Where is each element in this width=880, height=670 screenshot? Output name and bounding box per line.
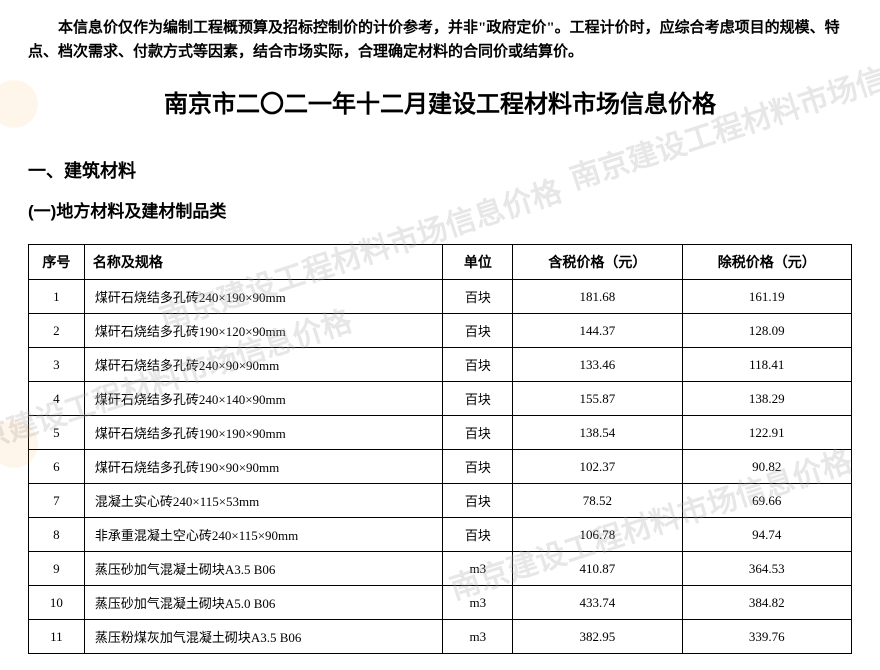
- table-cell: 138.54: [513, 416, 682, 450]
- table-cell: 百块: [443, 518, 513, 552]
- table-row: 9蒸压砂加气混凝土砌块A3.5 B06m3410.87364.53: [29, 552, 852, 586]
- table-header-row: 序号 名称及规格 单位 含税价格（元） 除税价格（元）: [29, 245, 852, 280]
- table-cell: 1: [29, 280, 85, 314]
- disclaimer-text: 本信息价仅作为编制工程概预算及招标控制价的计价参考，并非"政府定价"。工程计价时…: [28, 16, 852, 64]
- table-cell: 7: [29, 484, 85, 518]
- table-row: 3煤矸石烧结多孔砖240×90×90mm百块133.46118.41: [29, 348, 852, 382]
- table-row: 2煤矸石烧结多孔砖190×120×90mm百块144.37128.09: [29, 314, 852, 348]
- col-header-tax-price: 含税价格（元）: [513, 245, 682, 280]
- section-heading-1: 一、建筑材料: [28, 157, 852, 183]
- table-cell: 4: [29, 382, 85, 416]
- table-cell: 339.76: [682, 620, 851, 654]
- table-cell: 混凝土实心砖240×115×53mm: [84, 484, 443, 518]
- table-cell: 118.41: [682, 348, 851, 382]
- table-cell: 百块: [443, 450, 513, 484]
- col-header-unit: 单位: [443, 245, 513, 280]
- table-cell: 181.68: [513, 280, 682, 314]
- table-cell: 8: [29, 518, 85, 552]
- section-heading-2: (一)地方材料及建材制品类: [28, 197, 852, 222]
- table-cell: m3: [443, 620, 513, 654]
- table-row: 11蒸压粉煤灰加气混凝土砌块A3.5 B06m3382.95339.76: [29, 620, 852, 654]
- table-cell: 122.91: [682, 416, 851, 450]
- table-cell: 102.37: [513, 450, 682, 484]
- table-cell: 煤矸石烧结多孔砖240×90×90mm: [84, 348, 443, 382]
- table-cell: 百块: [443, 348, 513, 382]
- table-cell: 百块: [443, 484, 513, 518]
- table-cell: 百块: [443, 280, 513, 314]
- table-cell: m3: [443, 552, 513, 586]
- table-cell: 410.87: [513, 552, 682, 586]
- page-title: 南京市二〇二一年十二月建设工程材料市场信息价格: [28, 84, 852, 119]
- table-cell: 94.74: [682, 518, 851, 552]
- table-cell: 138.29: [682, 382, 851, 416]
- table-cell: 364.53: [682, 552, 851, 586]
- table-cell: 144.37: [513, 314, 682, 348]
- table-cell: 9: [29, 552, 85, 586]
- table-cell: 433.74: [513, 586, 682, 620]
- table-cell: 百块: [443, 382, 513, 416]
- table-cell: 蒸压粉煤灰加气混凝土砌块A3.5 B06: [84, 620, 443, 654]
- table-row: 1煤矸石烧结多孔砖240×190×90mm百块181.68161.19: [29, 280, 852, 314]
- table-cell: 百块: [443, 416, 513, 450]
- table-cell: 3: [29, 348, 85, 382]
- table-cell: 煤矸石烧结多孔砖190×90×90mm: [84, 450, 443, 484]
- table-row: 6煤矸石烧结多孔砖190×90×90mm百块102.3790.82: [29, 450, 852, 484]
- table-cell: 384.82: [682, 586, 851, 620]
- price-table: 序号 名称及规格 单位 含税价格（元） 除税价格（元） 1煤矸石烧结多孔砖240…: [28, 244, 852, 654]
- table-row: 8非承重混凝土空心砖240×115×90mm百块106.7894.74: [29, 518, 852, 552]
- table-cell: 106.78: [513, 518, 682, 552]
- table-cell: 蒸压砂加气混凝土砌块A5.0 B06: [84, 586, 443, 620]
- table-cell: 煤矸石烧结多孔砖190×120×90mm: [84, 314, 443, 348]
- table-cell: 2: [29, 314, 85, 348]
- table-cell: m3: [443, 586, 513, 620]
- table-cell: 百块: [443, 314, 513, 348]
- table-cell: 133.46: [513, 348, 682, 382]
- table-cell: 煤矸石烧结多孔砖240×190×90mm: [84, 280, 443, 314]
- table-cell: 11: [29, 620, 85, 654]
- table-cell: 10: [29, 586, 85, 620]
- table-row: 10蒸压砂加气混凝土砌块A5.0 B06m3433.74384.82: [29, 586, 852, 620]
- table-row: 5煤矸石烧结多孔砖190×190×90mm百块138.54122.91: [29, 416, 852, 450]
- table-cell: 非承重混凝土空心砖240×115×90mm: [84, 518, 443, 552]
- table-cell: 69.66: [682, 484, 851, 518]
- table-row: 4煤矸石烧结多孔砖240×140×90mm百块155.87138.29: [29, 382, 852, 416]
- table-cell: 78.52: [513, 484, 682, 518]
- table-row: 7混凝土实心砖240×115×53mm百块78.5269.66: [29, 484, 852, 518]
- table-cell: 382.95: [513, 620, 682, 654]
- table-cell: 煤矸石烧结多孔砖190×190×90mm: [84, 416, 443, 450]
- table-cell: 煤矸石烧结多孔砖240×140×90mm: [84, 382, 443, 416]
- table-cell: 155.87: [513, 382, 682, 416]
- col-header-index: 序号: [29, 245, 85, 280]
- table-cell: 90.82: [682, 450, 851, 484]
- table-cell: 5: [29, 416, 85, 450]
- table-cell: 161.19: [682, 280, 851, 314]
- col-header-name: 名称及规格: [84, 245, 443, 280]
- col-header-notax-price: 除税价格（元）: [682, 245, 851, 280]
- table-cell: 蒸压砂加气混凝土砌块A3.5 B06: [84, 552, 443, 586]
- table-cell: 6: [29, 450, 85, 484]
- table-cell: 128.09: [682, 314, 851, 348]
